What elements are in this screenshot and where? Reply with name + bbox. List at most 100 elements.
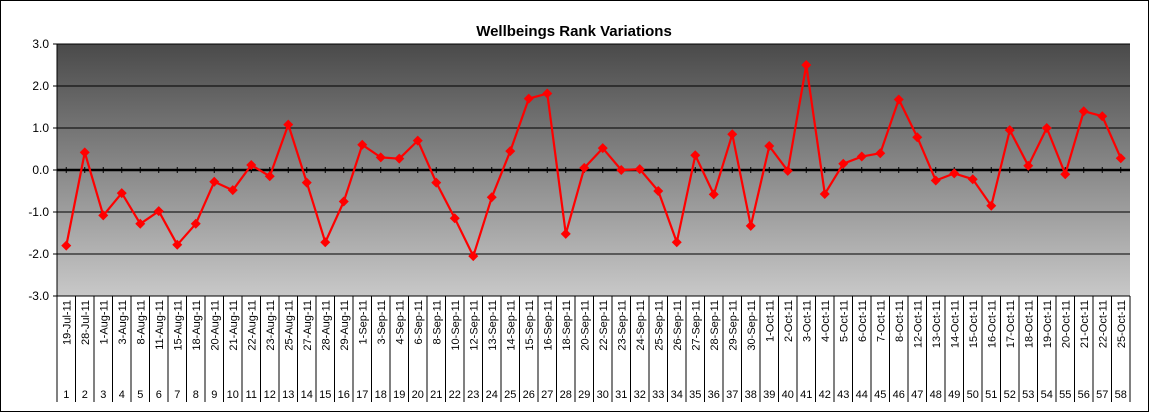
x-tick-label: 14-Sep-11 [505, 300, 517, 351]
x-tick-label: 27-Aug-11 [302, 300, 314, 351]
data-point-marker [1115, 153, 1126, 164]
x-tick-label: 1-Sep-11 [357, 300, 369, 344]
data-point-marker [1023, 160, 1034, 171]
data-point-marker [1041, 123, 1052, 133]
x-tick-label: 12-Oct-11 [912, 300, 924, 348]
x-index-label: 35 [689, 389, 701, 401]
x-tick-label: 4-Oct-11 [820, 300, 832, 342]
x-index-label: 3 [100, 389, 106, 401]
data-point-marker [856, 151, 867, 162]
x-index-label: 56 [1078, 389, 1090, 401]
x-axis: 19-Jul-11128-Jul-1121-Aug-1133-Aug-1148-… [56, 295, 1131, 402]
x-index-label: 16 [338, 389, 350, 401]
x-index-label: 7 [174, 389, 180, 401]
x-index-label: 46 [893, 389, 905, 401]
x-tick-label: 22-Sep-11 [598, 300, 610, 351]
data-point-marker [61, 240, 72, 251]
data-point-marker [486, 192, 497, 203]
x-index-label: 23 [467, 389, 479, 401]
x-tick-label: 24-Sep-11 [635, 300, 647, 351]
gridlines [57, 43, 1130, 255]
series-line [65, 63, 1122, 258]
x-tick-label: 18-Oct-11 [1023, 300, 1035, 348]
x-tick-label: 20-Sep-11 [579, 300, 591, 351]
x-index-label: 25 [504, 389, 516, 401]
x-index-label: 48 [930, 389, 942, 401]
series [61, 60, 1126, 262]
data-point-marker [597, 143, 608, 154]
x-index-label: 4 [119, 389, 125, 401]
x-tick-label: 5-Oct-11 [838, 300, 850, 342]
x-index-label: 40 [782, 389, 794, 401]
data-point-marker [79, 147, 90, 158]
y-tick-label: 3.0 [32, 37, 49, 51]
x-tick-label: 15-Oct-11 [968, 300, 980, 348]
x-tick-label: 3-Sep-11 [376, 300, 388, 344]
data-point-marker [782, 165, 793, 176]
x-index-label: 51 [985, 389, 997, 401]
x-tick-label: 18-Aug-11 [191, 300, 203, 351]
x-index-label: 21 [430, 389, 442, 401]
data-point-marker [375, 152, 386, 163]
x-index-label: 14 [301, 389, 313, 401]
data-point-marker [135, 218, 146, 229]
x-tick-label: 8-Oct-11 [894, 300, 906, 342]
data-point-marker [801, 60, 812, 70]
y-tick-label: -1.0 [28, 205, 49, 219]
x-tick-label: 14-Oct-11 [949, 300, 961, 348]
x-index-label: 43 [837, 389, 849, 401]
x-index-label: 8 [193, 389, 199, 401]
x-index-label: 20 [412, 389, 424, 401]
x-index-label: 50 [967, 389, 979, 401]
data-point-marker [98, 210, 109, 221]
data-point-marker [412, 135, 423, 146]
x-index-label: 38 [745, 389, 757, 401]
x-tick-label: 29-Aug-11 [339, 300, 351, 351]
x-index-label: 15 [319, 389, 331, 401]
x-tick-label: 22-Oct-11 [1097, 300, 1109, 348]
data-point-marker [1004, 125, 1015, 136]
y-tick-label: 2.0 [32, 79, 49, 93]
data-point-marker [819, 188, 830, 199]
x-index-label: 6 [156, 389, 162, 401]
x-tick-label: 3-Aug-11 [117, 300, 129, 344]
x-index-label: 30 [597, 389, 609, 401]
data-point-marker [357, 139, 368, 150]
data-point-marker [1078, 106, 1089, 117]
x-tick-label: 21-Oct-11 [1079, 300, 1091, 348]
x-index-label: 49 [948, 389, 960, 401]
x-tick-label: 8-Sep-11 [431, 300, 443, 344]
x-tick-label: 15-Sep-11 [524, 300, 536, 351]
data-point-marker [394, 153, 405, 164]
x-index-label: 33 [652, 389, 664, 401]
x-tick-label: 22-Aug-11 [246, 300, 258, 351]
x-index-label: 11 [246, 389, 257, 401]
x-index-label: 58 [1115, 389, 1127, 401]
data-point-marker [283, 119, 294, 130]
data-point-marker [227, 185, 238, 196]
x-tick-label: 8-Aug-11 [135, 300, 147, 344]
x-tick-label: 21-Aug-11 [228, 300, 240, 351]
x-tick-label: 20-Oct-11 [1060, 300, 1072, 348]
x-tick-label: 17-Oct-11 [1005, 300, 1017, 348]
x-tick-label: 12-Sep-11 [468, 300, 480, 351]
x-index-label: 45 [874, 389, 886, 401]
x-index-label: 42 [819, 389, 831, 401]
x-tick-label: 10-Sep-11 [450, 300, 462, 351]
x-tick-label: 7-Oct-11 [875, 300, 887, 342]
x-tick-label: 30-Sep-11 [746, 300, 758, 351]
x-tick-label: 25-Aug-11 [283, 300, 295, 351]
data-point-marker [153, 206, 164, 217]
data-point-marker [838, 158, 849, 169]
x-tick-label: 25-Oct-11 [1116, 300, 1128, 348]
data-point-marker [579, 162, 590, 173]
x-tick-label: 23-Aug-11 [265, 300, 277, 351]
x-index-label: 13 [282, 389, 294, 401]
x-index-label: 41 [800, 389, 812, 401]
x-tick-label: 16-Oct-11 [986, 300, 998, 348]
x-tick-label: 20-Aug-11 [209, 300, 221, 351]
y-tick-label: -2.0 [28, 247, 49, 261]
data-point-marker [634, 164, 645, 175]
x-index-label: 54 [1041, 389, 1053, 401]
